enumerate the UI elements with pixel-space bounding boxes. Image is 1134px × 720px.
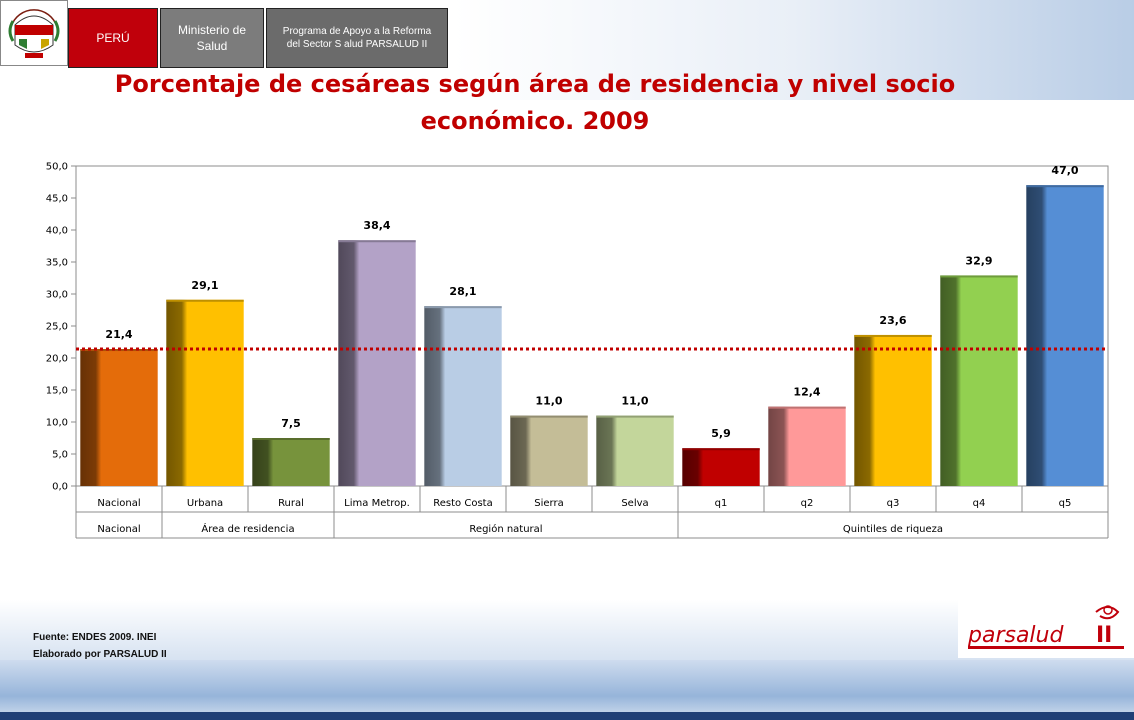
bar-q1 <box>682 448 760 486</box>
data-label: 29,1 <box>191 279 218 292</box>
category-label: q1 <box>715 498 728 509</box>
data-label: 21,4 <box>105 328 132 341</box>
y-tick-label: 10,0 <box>46 418 68 429</box>
y-tick-label: 40,0 <box>46 226 68 237</box>
bar-top-edge <box>596 415 674 418</box>
data-label: 32,9 <box>965 254 992 267</box>
footer-line <box>0 712 1134 720</box>
bar-q2 <box>768 406 846 486</box>
category-label: Nacional <box>97 498 140 509</box>
y-tick-label: 30,0 <box>46 290 68 301</box>
y-tick-label: 35,0 <box>46 258 68 269</box>
ministry-label: Ministerio de Salud <box>177 23 247 53</box>
category-label: Rural <box>278 498 304 509</box>
category-label: q3 <box>887 498 900 509</box>
credit-text: Elaborado por PARSALUD II <box>33 649 167 660</box>
group-label: Área de residencia <box>201 522 294 535</box>
y-tick-label: 0,0 <box>52 482 68 493</box>
svg-text:II: II <box>1096 623 1112 648</box>
group-label: Región natural <box>469 523 542 535</box>
bar-top-edge <box>1026 185 1104 188</box>
bar-rural <box>252 438 330 486</box>
data-label: 7,5 <box>281 417 301 430</box>
footer-band <box>0 660 1134 720</box>
bar-top-edge <box>854 334 932 337</box>
bar-nacional <box>80 349 158 486</box>
data-label: 5,9 <box>711 427 731 440</box>
data-label: 12,4 <box>793 386 820 399</box>
bar-resto-costa <box>424 306 502 486</box>
bar-top-edge <box>682 448 760 451</box>
source-note: Fuente: ENDES 2009. INEI Elaborado por P… <box>33 629 167 663</box>
category-label: Sierra <box>534 498 563 509</box>
bar-selva <box>596 415 674 486</box>
category-label: Urbana <box>187 498 223 509</box>
bar-top-edge <box>510 415 588 418</box>
peru-tab[interactable]: PERÚ <box>68 8 158 68</box>
group-label: Nacional <box>97 524 140 535</box>
category-label: q4 <box>973 498 986 509</box>
title-line-2: económico. 2009 <box>420 107 650 135</box>
peru-coat-of-arms-logo <box>0 0 68 66</box>
bar-top-edge <box>940 275 1018 278</box>
data-label: 11,0 <box>535 395 562 408</box>
category-label: Selva <box>621 498 648 509</box>
y-tick-label: 25,0 <box>46 322 68 333</box>
program-label: Programa de Apoyo a la Reforma del Secto… <box>282 26 432 50</box>
y-tick-label: 15,0 <box>46 386 68 397</box>
plot-area <box>75 165 1109 487</box>
source-text: Fuente: ENDES 2009. INEI <box>33 632 157 643</box>
data-label: 11,0 <box>621 395 648 408</box>
data-label: 23,6 <box>879 314 906 327</box>
svg-text:parsalud: parsalud <box>967 623 1064 648</box>
category-label: q5 <box>1059 498 1072 509</box>
y-tick-label: 5,0 <box>52 450 68 461</box>
parsalud-logo: parsalud II <box>958 600 1134 658</box>
bar-q4 <box>940 275 1018 486</box>
title-line-1: Porcentaje de cesáreas según área de res… <box>114 70 956 98</box>
y-tick-label: 50,0 <box>46 162 68 173</box>
peru-label: PERÚ <box>96 31 130 45</box>
category-label: Lima Metrop. <box>344 498 410 509</box>
category-label: q2 <box>801 498 814 509</box>
data-label: 28,1 <box>449 285 476 298</box>
program-tab[interactable]: Programa de Apoyo a la Reforma del Secto… <box>266 8 448 68</box>
bar-chart: 0,0 5,0 10,0 15,0 20,0 25,0 30,0 35,0 40,0 45,0 50… <box>46 162 1109 539</box>
bar-top-edge <box>166 299 244 302</box>
y-tick-label: 20,0 <box>46 354 68 365</box>
category-label: Resto Costa <box>433 498 492 509</box>
bar-sierra <box>510 415 588 486</box>
bar-top-edge <box>768 406 846 409</box>
bar-top-edge <box>338 240 416 243</box>
bar-q5 <box>1026 185 1104 486</box>
data-label: 47,0 <box>1051 164 1078 177</box>
bar-q3 <box>854 334 932 486</box>
page-title: Porcentaje de cesáreas según área de res… <box>0 66 1070 140</box>
data-label: 38,4 <box>363 219 390 232</box>
ministry-tab[interactable]: Ministerio de Salud <box>160 8 264 68</box>
bar-top-edge <box>252 438 330 440</box>
bar-top-edge <box>424 306 502 309</box>
bar-urbana <box>166 299 244 486</box>
y-tick-label: 45,0 <box>46 194 68 205</box>
group-label: Quintiles de riqueza <box>843 524 943 535</box>
bar-lima-metrop- <box>338 240 416 486</box>
